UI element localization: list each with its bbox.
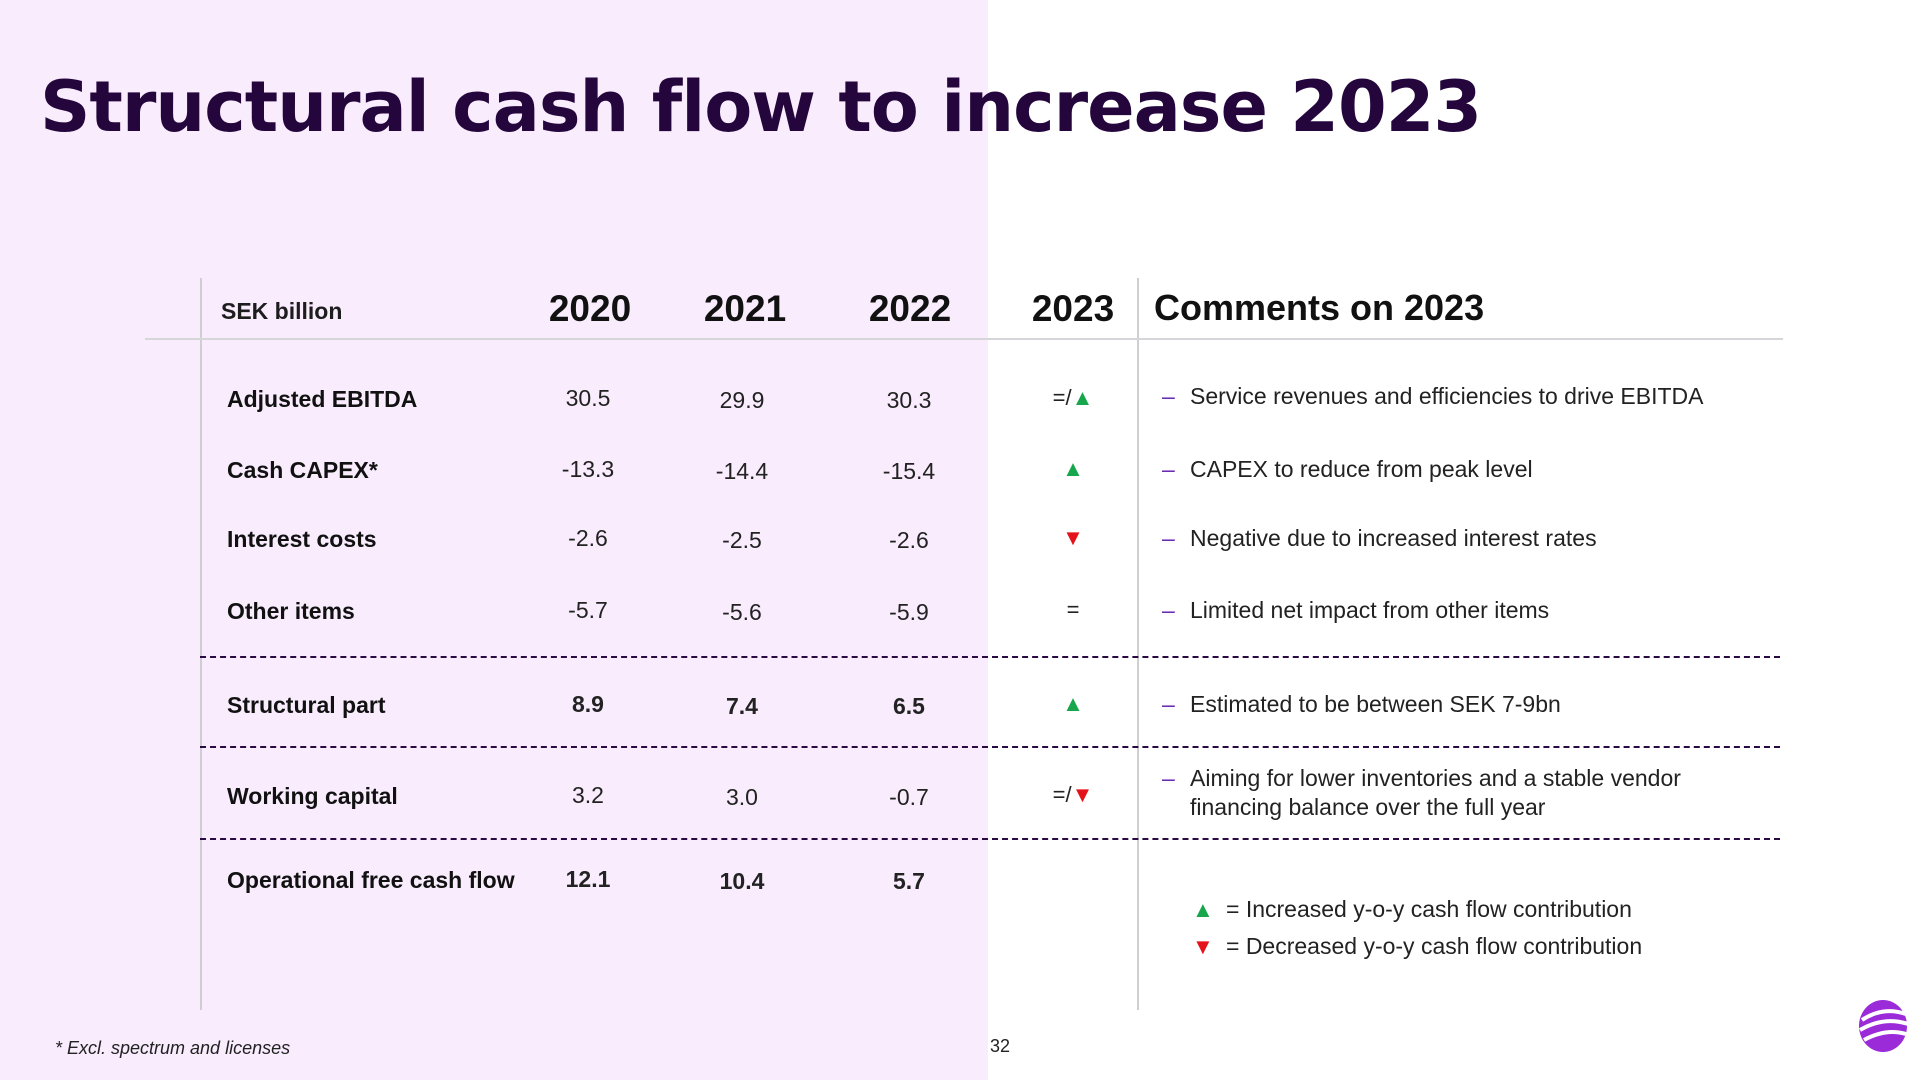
value-cell-2022: -15.4 — [882, 458, 936, 484]
comment: – Aiming for lower inventories and a stab… — [1162, 764, 1681, 822]
comment: – Negative due to increased interest rate… — [1162, 524, 1597, 553]
indicator-prefix: =/ — [1052, 385, 1072, 410]
row-label: Structural part — [227, 692, 386, 718]
comment-line: financing balance over the full year — [1190, 794, 1546, 820]
legend-increased-text: = Increased y-o-y cash flow contribution — [1226, 896, 1632, 922]
comments-divider — [1137, 278, 1139, 1010]
value-cell-2022: -5.9 — [889, 599, 929, 625]
value-cell-2020: -13.3 — [561, 456, 615, 482]
comment-line: Limited net impact from other items — [1190, 597, 1550, 623]
value-cell-2020: 3.2 — [572, 782, 604, 808]
triangle-down-icon: ▼ — [1071, 782, 1094, 807]
indicator-prefix: =/ — [1052, 782, 1072, 807]
value-cell-2020: 12.1 — [565, 866, 611, 892]
value-cell-2021: -14.4 — [715, 458, 769, 484]
row-label: Adjusted EBITDA — [227, 386, 418, 412]
value-cell-2021: -5.6 — [722, 599, 762, 625]
comment-line: CAPEX to reduce from peak level — [1190, 456, 1533, 482]
triangle-down-icon: ▼ — [1192, 934, 1214, 959]
row-label: Other items — [227, 598, 355, 624]
comment: – Limited net impact from other items — [1162, 596, 1549, 625]
indicator-2023: = — [1033, 597, 1113, 623]
comment: – Service revenues and efficiencies to dr… — [1162, 382, 1704, 411]
comment: – CAPEX to reduce from peak level — [1162, 455, 1533, 484]
dash-bullet-icon: – — [1162, 765, 1175, 791]
value-cell-2022: 5.7 — [893, 868, 925, 894]
comment-line: Service revenues and efficiencies to dri… — [1190, 383, 1704, 409]
dash-bullet-icon: – — [1162, 597, 1175, 623]
value-cell-2022: -2.6 — [889, 527, 929, 553]
legend-decreased: ▼ = Decreased y-o-y cash flow contributio… — [1192, 933, 1642, 960]
value-cell-2020: -5.7 — [568, 597, 608, 623]
slide-title: Structural cash flow to increase 2023 — [40, 66, 1482, 148]
indicator-prefix: = — [1066, 597, 1080, 622]
year-header-2020: 2020 — [548, 288, 632, 329]
value-cell-2020: 8.9 — [572, 691, 604, 717]
separator-structural-top — [200, 656, 1780, 658]
year-header-2023: 2023 — [1031, 288, 1115, 329]
value-cell-2022: 6.5 — [893, 693, 925, 719]
comments-header: Comments on 2023 — [1154, 287, 1485, 328]
value-cell-2022: -0.7 — [889, 784, 929, 810]
year-header-2021: 2021 — [703, 288, 787, 329]
triangle-up-icon: ▲ — [1071, 385, 1094, 410]
indicator-2023: =/▼ — [1033, 782, 1113, 808]
separator-working-capital-bottom — [200, 838, 1780, 840]
value-cell-2021: 29.9 — [719, 387, 765, 413]
header-underline — [145, 338, 1783, 340]
triangle-down-icon: ▼ — [1062, 525, 1084, 550]
value-cell-2020: 30.5 — [565, 385, 611, 411]
page-number: 32 — [990, 1036, 1011, 1056]
dash-bullet-icon: – — [1162, 456, 1175, 482]
value-cell-2021: 7.4 — [726, 693, 758, 719]
comment-line: Negative due to increased interest rates — [1190, 525, 1597, 551]
comment-line: Aiming for lower inventories and a stabl… — [1190, 765, 1681, 791]
legend-increased: ▲ = Increased y-o-y cash flow contributio… — [1192, 896, 1632, 923]
indicator-2023: ▲ — [1033, 691, 1113, 717]
dash-bullet-icon: – — [1162, 525, 1175, 551]
dash-bullet-icon: – — [1162, 691, 1175, 717]
left-panel-background — [0, 0, 988, 1080]
triangle-up-icon: ▲ — [1062, 456, 1084, 481]
triangle-up-icon: ▲ — [1192, 897, 1214, 922]
indicator-2023: ▼ — [1033, 525, 1113, 551]
comment-line: Estimated to be between SEK 7-9bn — [1190, 691, 1561, 717]
comment: – Estimated to be between SEK 7-9bn — [1162, 690, 1561, 719]
value-cell-2022: 30.3 — [886, 387, 932, 413]
row-label: Working capital — [227, 783, 398, 809]
legend-decreased-text: = Decreased y-o-y cash flow contribution — [1226, 933, 1643, 959]
separator-structural-bottom — [200, 746, 1780, 748]
value-cell-2021: 3.0 — [726, 784, 758, 810]
triangle-up-icon: ▲ — [1062, 691, 1084, 716]
row-label: Cash CAPEX* — [227, 457, 378, 483]
value-cell-2021: 10.4 — [719, 868, 765, 894]
footnote: * Excl. spectrum and licenses — [55, 1038, 291, 1058]
unit-label: SEK billion — [221, 298, 343, 324]
telia-pebble-logo-icon — [1858, 1000, 1909, 1052]
row-label: Interest costs — [227, 526, 377, 552]
table-left-divider — [200, 278, 202, 1010]
value-cell-2020: -2.6 — [568, 525, 608, 551]
dash-bullet-icon: – — [1162, 383, 1175, 409]
year-header-2022: 2022 — [868, 288, 952, 329]
indicator-2023: ▲ — [1033, 456, 1113, 482]
indicator-2023: =/▲ — [1033, 385, 1113, 411]
row-label: Operational free cash flow — [227, 867, 515, 893]
value-cell-2021: -2.5 — [722, 527, 762, 553]
